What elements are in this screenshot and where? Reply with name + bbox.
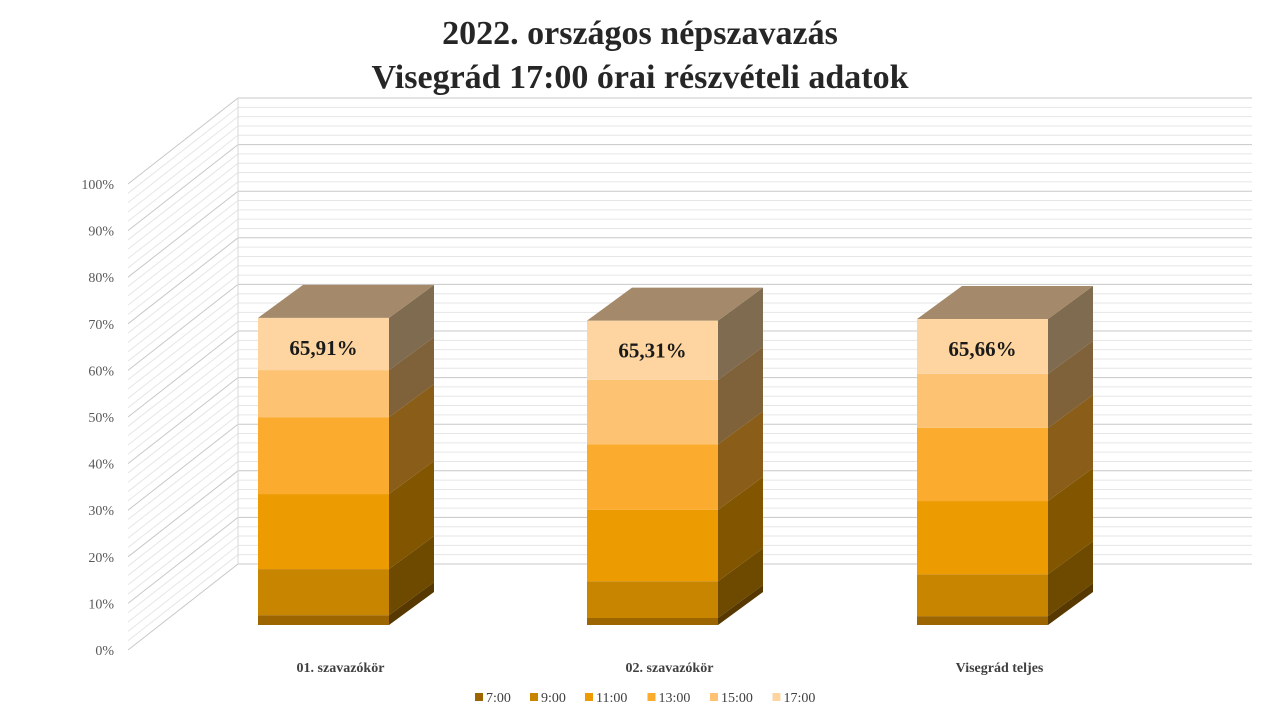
bar-segment-9:00 bbox=[587, 581, 718, 619]
bar-side-13:00 bbox=[1048, 394, 1093, 502]
legend-swatch-11:00 bbox=[585, 693, 593, 701]
bar-side-9:00 bbox=[1048, 541, 1093, 617]
legend-swatch-7:00 bbox=[475, 693, 483, 701]
gridline-minor bbox=[127, 153, 1252, 241]
bar-top bbox=[587, 287, 763, 321]
bar-segment-11:00 bbox=[917, 501, 1048, 575]
legend-swatch-15:00 bbox=[710, 693, 718, 701]
bar-segment-9:00 bbox=[258, 569, 389, 616]
y-tick-label: 30% bbox=[88, 504, 114, 519]
bar-segment-15:00 bbox=[258, 370, 389, 418]
bar-segment-17:00 bbox=[917, 319, 1048, 374]
y-tick-label: 50% bbox=[88, 411, 114, 426]
bar-segment-11:00 bbox=[587, 509, 718, 582]
bar-top bbox=[258, 284, 434, 318]
legend-label: 13:00 bbox=[659, 691, 691, 706]
data-label: 65,31% bbox=[618, 339, 686, 363]
y-tick-label: 70% bbox=[88, 318, 114, 333]
gridline-major bbox=[127, 190, 1252, 278]
y-tick-label: 80% bbox=[88, 271, 114, 286]
bar-side-15:00 bbox=[1048, 340, 1093, 428]
gridline-major bbox=[127, 97, 1252, 185]
bar-side-15:00 bbox=[718, 346, 763, 445]
y-tick-label: 100% bbox=[81, 178, 114, 193]
bar-segment-7:00 bbox=[258, 615, 389, 625]
gridline-minor bbox=[127, 134, 1252, 222]
bar-side-9:00 bbox=[389, 536, 434, 616]
y-tick-label: 20% bbox=[88, 551, 114, 566]
bar-side-11:00 bbox=[1048, 468, 1093, 575]
y-tick-label: 60% bbox=[88, 364, 114, 379]
bar-side-7:00 bbox=[1048, 583, 1093, 625]
chart-title-line-1: 2022. országos népszavazás bbox=[442, 15, 838, 52]
bar-segment-13:00 bbox=[917, 427, 1048, 502]
bar-segment-13:00 bbox=[258, 417, 389, 495]
gridline-minor bbox=[127, 125, 1252, 213]
y-tick-label: 90% bbox=[88, 225, 114, 240]
y-tick-label: 40% bbox=[88, 458, 114, 473]
y-tick-label: 0% bbox=[95, 644, 114, 659]
data-label: 65,91% bbox=[289, 336, 357, 360]
legend-label: 9:00 bbox=[541, 691, 566, 706]
bar-side-9:00 bbox=[718, 548, 763, 619]
chart-title: 2022. országos népszavazás Visegrád 17:0… bbox=[0, 12, 1280, 100]
bar-segment-11:00 bbox=[258, 494, 389, 570]
bar-top bbox=[917, 286, 1093, 320]
bar-segment-15:00 bbox=[917, 373, 1048, 428]
legend-label: 17:00 bbox=[784, 691, 816, 706]
bar-side-13:00 bbox=[718, 411, 763, 510]
gridline-minor bbox=[127, 181, 1252, 269]
bar-segment-7:00 bbox=[917, 616, 1048, 625]
bar-segment-7:00 bbox=[587, 618, 718, 625]
legend-swatch-9:00 bbox=[530, 693, 538, 701]
data-label: 65,66% bbox=[948, 337, 1016, 361]
legend-label: 7:00 bbox=[486, 691, 511, 706]
bar-side-7:00 bbox=[389, 582, 434, 625]
gridline-minor bbox=[127, 209, 1252, 297]
gridline-major bbox=[127, 144, 1252, 231]
bar-side-17:00 bbox=[1048, 286, 1093, 374]
bar-side-11:00 bbox=[718, 476, 763, 582]
legend-swatch-17:00 bbox=[772, 693, 781, 701]
x-tick-label: 01. szavazókör bbox=[297, 661, 385, 676]
bar-side-17:00 bbox=[718, 287, 763, 380]
x-tick-label: 02. szavazókör bbox=[626, 661, 714, 676]
bar-segment-17:00 bbox=[258, 317, 389, 371]
gridline-minor bbox=[127, 162, 1252, 250]
bar-side-11:00 bbox=[389, 461, 434, 570]
legend-swatch-13:00 bbox=[647, 693, 656, 701]
gridline-minor bbox=[127, 200, 1252, 287]
bar-segment-9:00 bbox=[917, 574, 1048, 617]
legend-label: 11:00 bbox=[596, 691, 627, 706]
gridline-minor bbox=[127, 106, 1252, 194]
bar-side-17:00 bbox=[389, 284, 434, 371]
legend-label: 15:00 bbox=[721, 691, 753, 706]
gridline-minor bbox=[127, 116, 1252, 204]
bar-side-15:00 bbox=[389, 337, 434, 418]
x-tick-label: Visegrád teljes bbox=[956, 661, 1044, 676]
bar-side-7:00 bbox=[718, 585, 763, 625]
y-tick-label: 10% bbox=[88, 597, 114, 612]
gridline-minor bbox=[127, 172, 1252, 259]
bar-side-13:00 bbox=[389, 384, 434, 495]
bar-segment-15:00 bbox=[587, 379, 718, 445]
bar-segment-17:00 bbox=[587, 320, 718, 380]
bar-segment-13:00 bbox=[587, 444, 718, 510]
chart-title-line-2: Visegrád 17:00 órai részvételi adatok bbox=[371, 59, 909, 96]
